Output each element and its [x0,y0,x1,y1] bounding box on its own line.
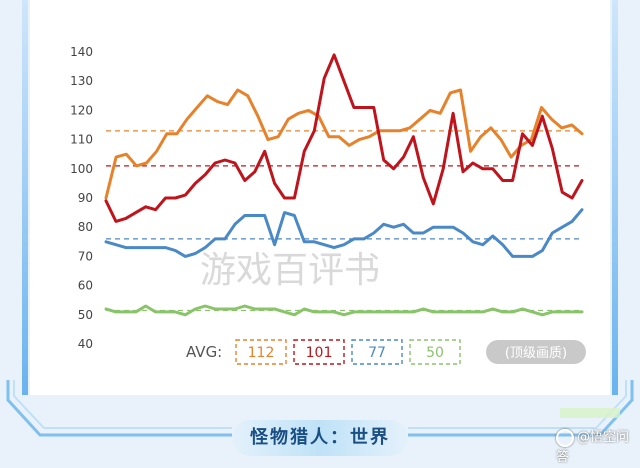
y-tick-label: 90 [78,191,93,205]
corner-watermark: @悟空问答 [556,428,640,465]
avg-box-3: 77 [351,339,403,365]
y-tick-label: 40 [78,337,93,351]
y-tick-label: 140 [70,45,93,59]
avg-value-3: 77 [368,345,386,361]
chart-panel [30,0,610,395]
series-line-4 [104,304,584,317]
avg-value-1: 112 [248,345,275,361]
y-tick-label: 110 [70,133,93,147]
avg-label: AVG: [186,343,222,361]
avg-value-4: 50 [426,345,444,361]
y-tick-label: 60 [78,279,93,293]
series-line-3 [104,208,584,258]
quality-badge-text: (顶级画质) [505,346,567,361]
avg-box-1: 112 [235,339,287,365]
y-tick-label: 100 [70,162,93,176]
y-tick-label: 70 [78,249,93,263]
y-tick-label: 50 [78,308,93,322]
center-watermark: 游戏百评书 [200,250,380,291]
left-frame-bar [22,0,28,395]
y-tick-label: 80 [78,220,93,234]
bottom-decoration [6,380,634,437]
wukong-icon [556,428,574,447]
y-axis: 40 50 60 70 80 90 100 110 120 130 140 [70,45,93,351]
game-title-caption: 怪物猎人：世界 [232,420,408,456]
series-line-2 [104,53,584,223]
right-frame-bar [612,0,618,395]
avg-box-4: 50 [409,339,461,365]
series-lines [104,53,584,317]
y-tick-label: 130 [70,74,93,88]
avg-value-2: 101 [306,345,333,361]
quality-badge: (顶级画质) [486,340,586,364]
series-line-1 [104,88,584,200]
average-boxes: 112 101 77 50 [235,339,461,365]
y-tick-label: 120 [70,103,93,117]
avg-box-2: 101 [293,339,345,365]
